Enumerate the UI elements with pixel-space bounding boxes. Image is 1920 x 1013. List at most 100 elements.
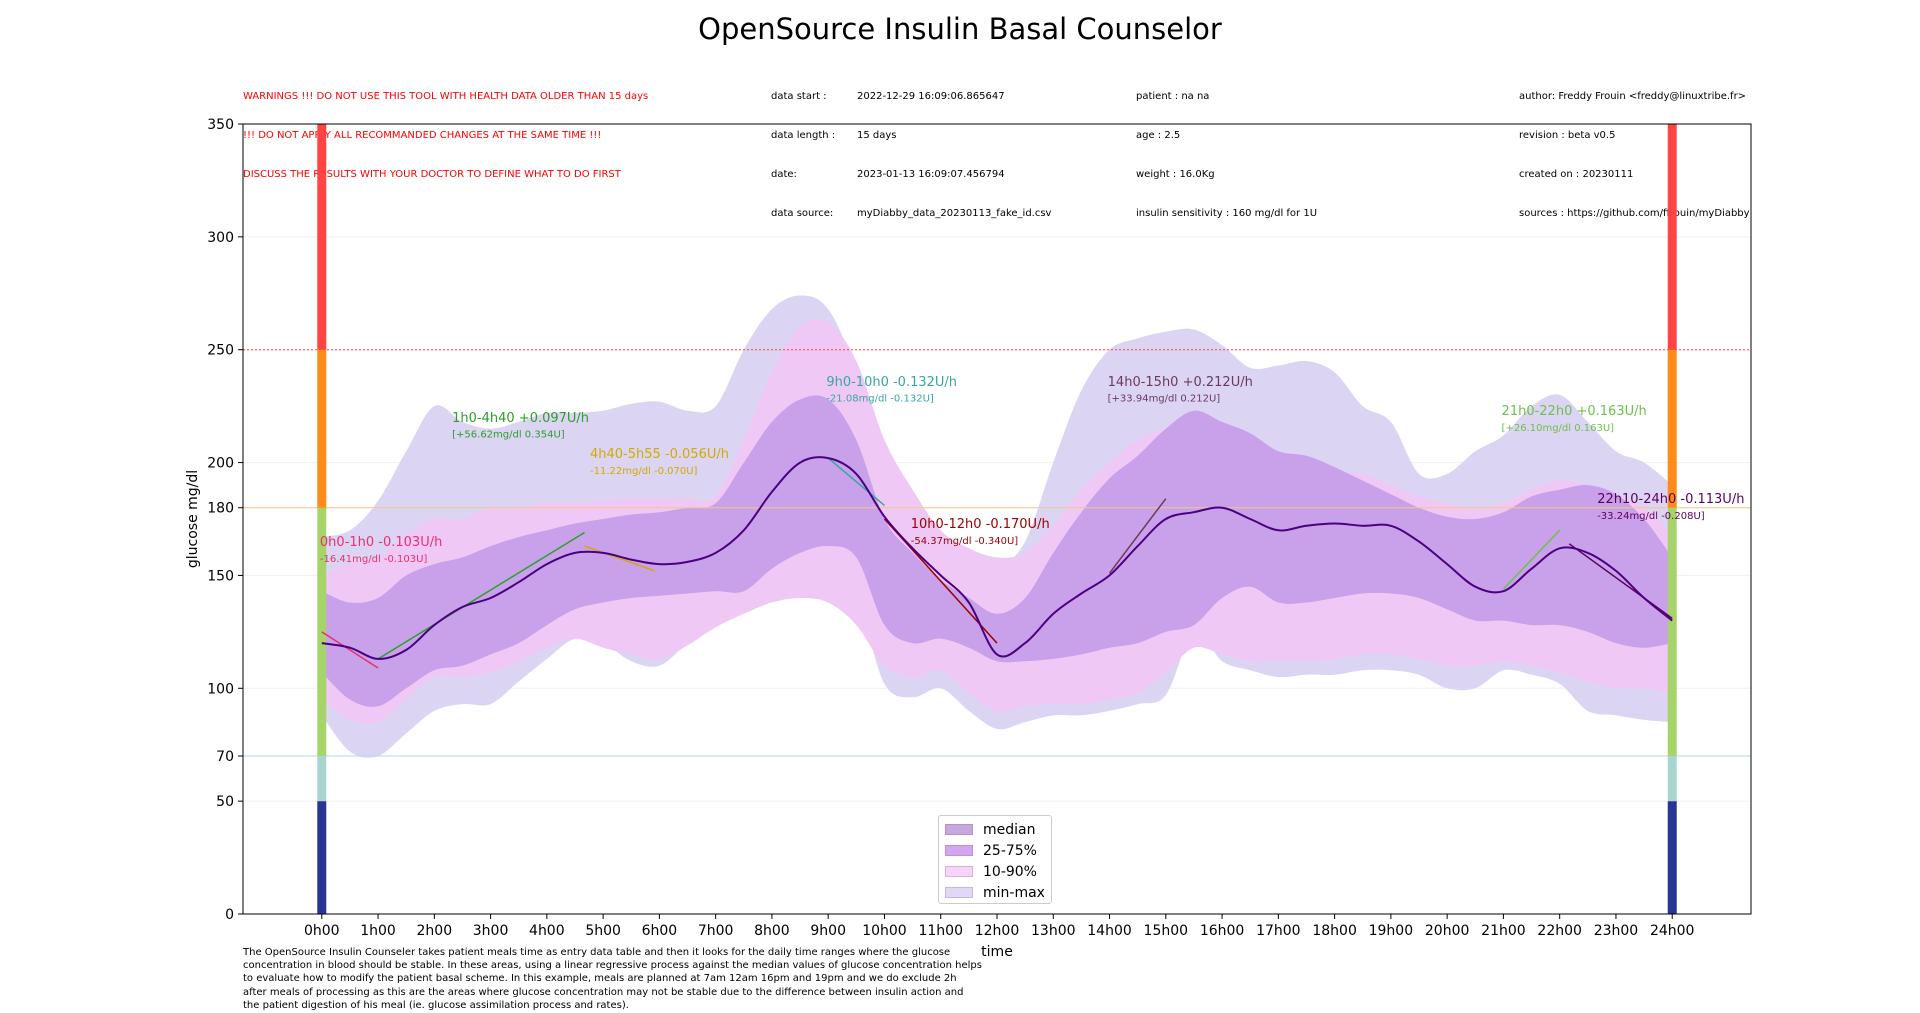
x-tick-label: 16h00 bbox=[1200, 923, 1245, 939]
x-tick-label: 4h00 bbox=[529, 923, 565, 939]
y-tick-label: 0 bbox=[225, 907, 234, 923]
legend-swatch bbox=[945, 866, 973, 877]
zone-bar-segment bbox=[1667, 756, 1677, 802]
x-axis-label: time bbox=[981, 944, 1013, 960]
regression-detail: -16.41mg/dl -0.103U] bbox=[320, 554, 428, 565]
zone-bar-segment bbox=[1667, 801, 1677, 914]
regression-label: 9h0-10h0 -0.132U/h bbox=[826, 375, 957, 390]
zone-bar-segment bbox=[317, 801, 327, 914]
regression-detail: -11.22mg/dl -0.070U] bbox=[590, 466, 698, 477]
zone-bar-segment bbox=[317, 124, 327, 350]
x-tick-label: 8h00 bbox=[754, 923, 790, 939]
regression-detail: [+26.10mg/dl 0.163U] bbox=[1502, 423, 1615, 434]
legend-label: min-max bbox=[983, 884, 1045, 901]
x-tick-label: 12h00 bbox=[975, 923, 1020, 939]
legend-label: median bbox=[983, 821, 1036, 838]
data-info-block: data start : 2022-12-29 16:09:06.865647 d… bbox=[771, 64, 1051, 233]
zone-bar-segment bbox=[1667, 124, 1677, 350]
x-tick-label: 23h00 bbox=[1594, 923, 1639, 939]
y-tick-label: 200 bbox=[207, 456, 234, 472]
y-tick-label: 350 bbox=[207, 117, 234, 133]
author-line: revision : beta v0.5 bbox=[1519, 130, 1616, 141]
x-tick-label: 0h00 bbox=[304, 923, 340, 939]
patient-line: patient : na na bbox=[1136, 91, 1210, 102]
regression-line bbox=[1108, 498, 1167, 574]
y-tick-label: 150 bbox=[207, 568, 234, 584]
y-tick-label: 50 bbox=[216, 794, 234, 810]
x-tick-label: 11h00 bbox=[918, 923, 963, 939]
y-tick-label: 180 bbox=[207, 501, 234, 517]
x-tick-label: 3h00 bbox=[473, 923, 509, 939]
regression-detail: [+56.62mg/dl 0.354U] bbox=[452, 430, 565, 441]
chart-legend: median 25-75% 10-90% min-max bbox=[938, 815, 1052, 904]
x-tick-label: 24h00 bbox=[1650, 923, 1695, 939]
legend-entry: min-max bbox=[939, 882, 1051, 903]
zone-bar-segment bbox=[317, 349, 327, 508]
warning-line: !!! DO NOT APPLY ALL RECOMMANDED CHANGES… bbox=[243, 130, 602, 141]
patient-line: insulin sensitivity : 160 mg/dl for 1U bbox=[1136, 208, 1318, 219]
author-line: sources : https://github.com/ffrouin/myD… bbox=[1519, 208, 1750, 219]
x-tick-label: 10h00 bbox=[862, 923, 907, 939]
warning-block: WARNINGS !!! DO NOT USE THIS TOOL WITH H… bbox=[243, 64, 648, 194]
author-info-block: author: Freddy Frouin <freddy@linuxtribe… bbox=[1519, 64, 1750, 233]
x-tick-label: 2h00 bbox=[417, 923, 453, 939]
legend-swatch bbox=[945, 845, 973, 856]
regression-label: 21h0-22h0 +0.163U/h bbox=[1502, 404, 1647, 419]
x-tick-label: 17h00 bbox=[1256, 923, 1301, 939]
info-key: date: bbox=[771, 169, 797, 180]
info-value: 15 days bbox=[857, 130, 897, 141]
author-line: author: Freddy Frouin <freddy@linuxtribe… bbox=[1519, 91, 1747, 102]
legend-swatch bbox=[945, 887, 973, 898]
regression-line bbox=[321, 631, 379, 669]
x-tick-label: 18h00 bbox=[1312, 923, 1357, 939]
regression-detail: -21.08mg/dl -0.132U] bbox=[826, 394, 934, 405]
regression-line bbox=[584, 545, 656, 572]
x-tick-label: 14h00 bbox=[1087, 923, 1132, 939]
legend-entry: median bbox=[939, 819, 1051, 840]
patient-info-block: patient : na na age : 2.5 weight : 16.0K… bbox=[1136, 64, 1317, 233]
zone-bar-segment bbox=[1667, 507, 1677, 756]
x-tick-label: 19h00 bbox=[1369, 923, 1414, 939]
x-tick-label: 21h00 bbox=[1481, 923, 1526, 939]
info-value: 2023-01-13 16:09:07.456794 bbox=[857, 169, 1005, 180]
warning-line: WARNINGS !!! DO NOT USE THIS TOOL WITH H… bbox=[243, 91, 649, 102]
legend-entry: 25-75% bbox=[939, 840, 1051, 861]
info-value: 2022-12-29 16:09:06.865647 bbox=[857, 91, 1005, 102]
x-tick-label: 22h00 bbox=[1537, 923, 1582, 939]
patient-line: age : 2.5 bbox=[1136, 130, 1181, 141]
regression-line bbox=[377, 531, 585, 660]
chart-title: OpenSource Insulin Basal Counselor bbox=[698, 12, 1222, 46]
info-key: data start : bbox=[771, 91, 827, 102]
footer-description: The OpenSource Insulin Counseler takes p… bbox=[243, 947, 982, 1011]
regression-line bbox=[827, 457, 885, 507]
patient-line: weight : 16.0Kg bbox=[1136, 169, 1215, 180]
legend-label: 25-75% bbox=[983, 842, 1037, 859]
info-key: data length : bbox=[771, 130, 836, 141]
regression-label: 10h0-12h0 -0.170U/h bbox=[911, 517, 1050, 532]
y-tick-label: 100 bbox=[207, 681, 234, 697]
x-tick-label: 13h00 bbox=[1031, 923, 1076, 939]
regression-label: 22h10-24h0 -0.113U/h bbox=[1597, 492, 1744, 507]
x-tick-label: 15h00 bbox=[1144, 923, 1189, 939]
x-tick-label: 20h00 bbox=[1425, 923, 1470, 939]
author-line: created on : 20230111 bbox=[1519, 169, 1634, 180]
band-25-75% bbox=[321, 395, 1673, 707]
regression-label: 14h0-15h0 +0.212U/h bbox=[1108, 375, 1253, 390]
info-key: data source: bbox=[771, 208, 834, 219]
info-value: myDiabby_data_20230113_fake_id.csv bbox=[857, 208, 1052, 219]
x-tick-label: 7h00 bbox=[698, 923, 734, 939]
band-10-90% bbox=[321, 319, 1673, 724]
y-tick-label: 300 bbox=[207, 230, 234, 246]
x-tick-label: 1h00 bbox=[360, 923, 396, 939]
x-tick-label: 5h00 bbox=[585, 923, 621, 939]
median-line bbox=[321, 456, 1673, 660]
zone-bar-segment bbox=[317, 756, 327, 802]
regression-label: 1h0-4h40 +0.097U/h bbox=[452, 411, 589, 426]
regression-line bbox=[1502, 529, 1561, 590]
y-tick-label: 250 bbox=[207, 343, 234, 359]
y-axis-label: glucose mg/dl bbox=[185, 470, 201, 568]
regression-detail: -54.37mg/dl -0.340U] bbox=[911, 536, 1019, 547]
legend-entry: 10-90% bbox=[939, 861, 1051, 882]
legend-swatch bbox=[945, 824, 973, 835]
